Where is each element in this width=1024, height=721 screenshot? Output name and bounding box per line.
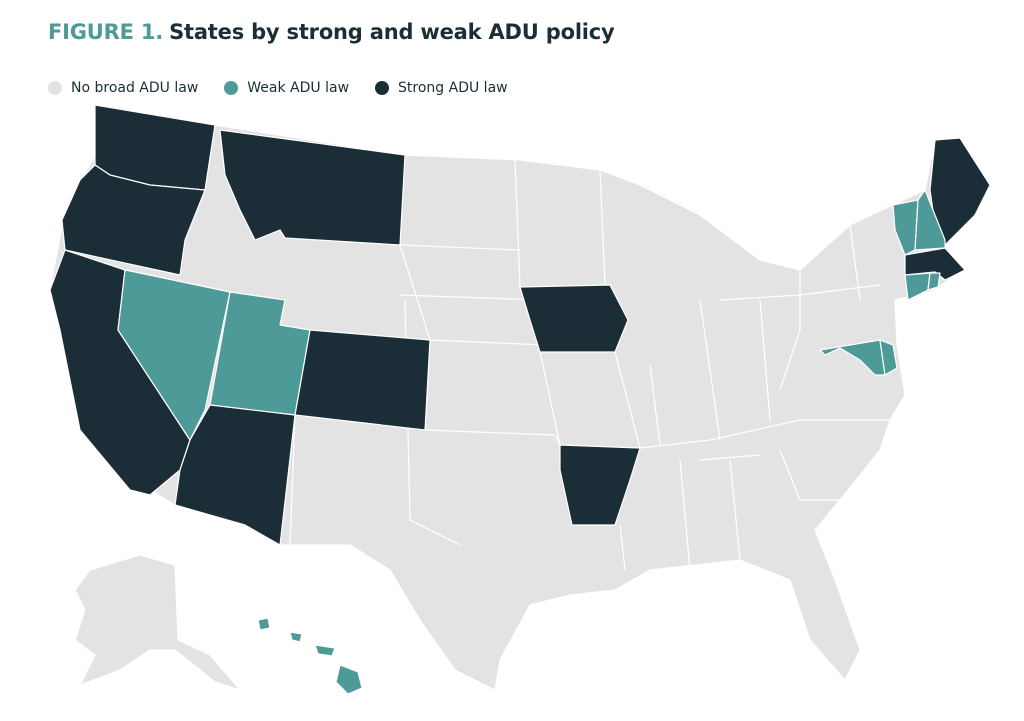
- legend-item: No broad ADU law: [48, 80, 198, 96]
- oregon: [61, 164, 206, 276]
- legend-label: Weak ADU law: [247, 80, 350, 96]
- figure-label: FIGURE 1.: [48, 20, 164, 44]
- legend-label: No broad ADU law: [71, 80, 199, 96]
- states: [49, 104, 991, 695]
- legend: No broad ADU law Weak ADU law Strong ADU l…: [48, 80, 508, 96]
- rhode-island: [927, 272, 941, 291]
- hawaii-island: [257, 617, 271, 631]
- nevada: [117, 269, 231, 441]
- us-base: [49, 104, 991, 691]
- arizona: [174, 404, 296, 546]
- montana: [219, 129, 406, 246]
- legend-label: Strong ADU law: [398, 80, 508, 96]
- arkansas: [559, 444, 641, 526]
- hawaii-island: [335, 664, 363, 695]
- vermont: [892, 199, 919, 256]
- legend-swatch: [224, 81, 239, 95]
- colorado: [294, 329, 431, 431]
- maine: [929, 137, 991, 246]
- hawaii-island: [314, 644, 336, 657]
- new-hampshire: [914, 189, 946, 251]
- iowa: [519, 284, 629, 353]
- legend-item: Weak ADU law: [224, 80, 349, 96]
- hawaii-island: [289, 631, 303, 643]
- legend-item: Strong ADU law: [375, 80, 508, 96]
- state-borders: [289, 154, 890, 571]
- connecticut: [904, 272, 931, 301]
- legend-swatch: [375, 81, 390, 95]
- legend-swatch: [48, 81, 62, 95]
- figure-title: FIGURE 1. States by strong and weak ADU p…: [48, 20, 615, 44]
- alaska: [74, 554, 241, 691]
- hawaii: [257, 617, 363, 695]
- delaware: [879, 339, 898, 376]
- title-text: States by strong and weak ADU policy: [169, 20, 615, 44]
